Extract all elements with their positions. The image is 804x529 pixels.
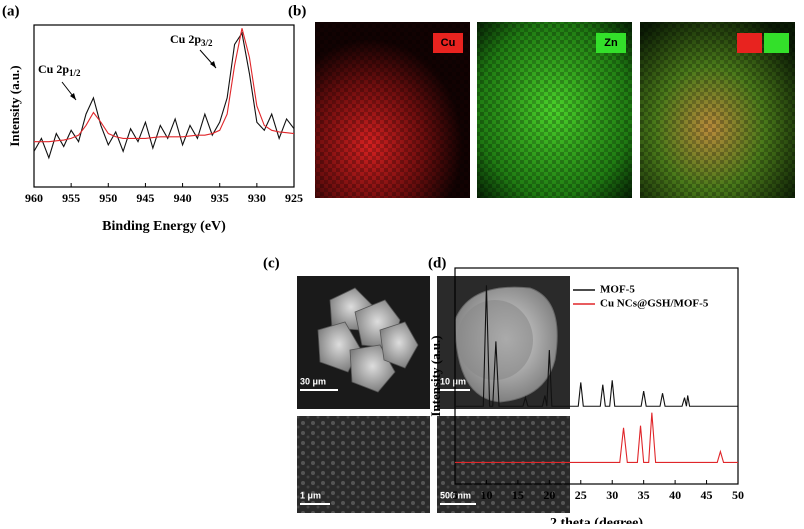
zn-label: Zn xyxy=(604,37,618,49)
scale-bar-label: 30 μm xyxy=(300,376,326,386)
arrowhead xyxy=(210,61,216,68)
x-tick-label: 950 xyxy=(99,191,117,205)
x-tick-label: 25 xyxy=(575,488,587,502)
x-tick-label: 40 xyxy=(669,488,681,502)
sem-images: 30 μm 10 μm 1 μm 500 nm xyxy=(297,276,570,513)
x-tick-label: 940 xyxy=(174,191,192,205)
series-line xyxy=(33,31,295,160)
annotation-subscript: 3/2 xyxy=(201,38,213,48)
eds-maps: Cu Zn xyxy=(315,22,795,198)
x-axis-label: Binding Energy (eV) xyxy=(102,219,226,234)
cu-label: Cu xyxy=(441,37,456,49)
plot-frame xyxy=(33,24,295,188)
crystal-face xyxy=(457,300,533,380)
x-tick-label: 50 xyxy=(732,488,744,502)
crystals xyxy=(317,287,419,393)
x-tick-label: 30 xyxy=(606,488,618,502)
panel-label: (a) xyxy=(2,3,20,19)
y-axis-label: Intensity (a.u.) xyxy=(7,65,22,146)
series-line xyxy=(455,412,738,463)
series-line xyxy=(34,28,295,143)
zn-tag xyxy=(596,33,626,53)
y-axis-label: Intensity (a.u.) xyxy=(428,335,443,416)
x-tick-label: 20 xyxy=(543,488,555,502)
x-tick-label: 935 xyxy=(211,191,229,205)
merge-green xyxy=(764,33,789,53)
annotation: Cu 2p3/2 xyxy=(170,32,213,48)
scale-bar-label: 500 nm xyxy=(440,490,471,500)
x-axis-label: 2 theta (degree) xyxy=(550,516,643,524)
scale-bar xyxy=(300,503,330,505)
legend-label: MOF-5 xyxy=(600,284,635,296)
legend-label: Cu NCs@GSH/MOF-5 xyxy=(600,298,709,310)
x-tick-label: 960 xyxy=(25,191,43,205)
x-tick-label: 955 xyxy=(62,191,80,205)
merge-red xyxy=(737,33,762,53)
panel-label: (d) xyxy=(428,255,446,271)
sem-image xyxy=(297,416,430,513)
panel-label: (c) xyxy=(263,255,280,271)
x-tick-label: 45 xyxy=(701,488,713,502)
x-tick-label: 35 xyxy=(638,488,650,502)
sem-image xyxy=(437,416,570,513)
scale-bar-label: 1 μm xyxy=(300,490,321,500)
annotation: Cu 2p1/2 xyxy=(38,62,81,78)
x-tick-label: 15 xyxy=(512,488,524,502)
cu-tag xyxy=(433,33,463,53)
plot-frame xyxy=(454,267,739,485)
scale-bar xyxy=(300,389,338,391)
scale-bar xyxy=(440,503,476,505)
annotation-text: Cu 2p xyxy=(170,32,201,46)
x-tick-label: 10 xyxy=(480,488,492,502)
x-tick-label: 930 xyxy=(248,191,266,205)
annotation-subscript: 1/2 xyxy=(69,68,81,78)
arrowhead xyxy=(70,93,76,100)
x-tick-label: 925 xyxy=(285,191,303,205)
x-tick-label: 945 xyxy=(136,191,154,205)
series-line xyxy=(455,285,738,407)
panel-label: (b) xyxy=(288,3,306,19)
annotation-text: Cu 2p xyxy=(38,62,69,76)
x-tick-label: 5 xyxy=(452,488,458,502)
scale-bar-label: 10 μm xyxy=(440,376,466,386)
